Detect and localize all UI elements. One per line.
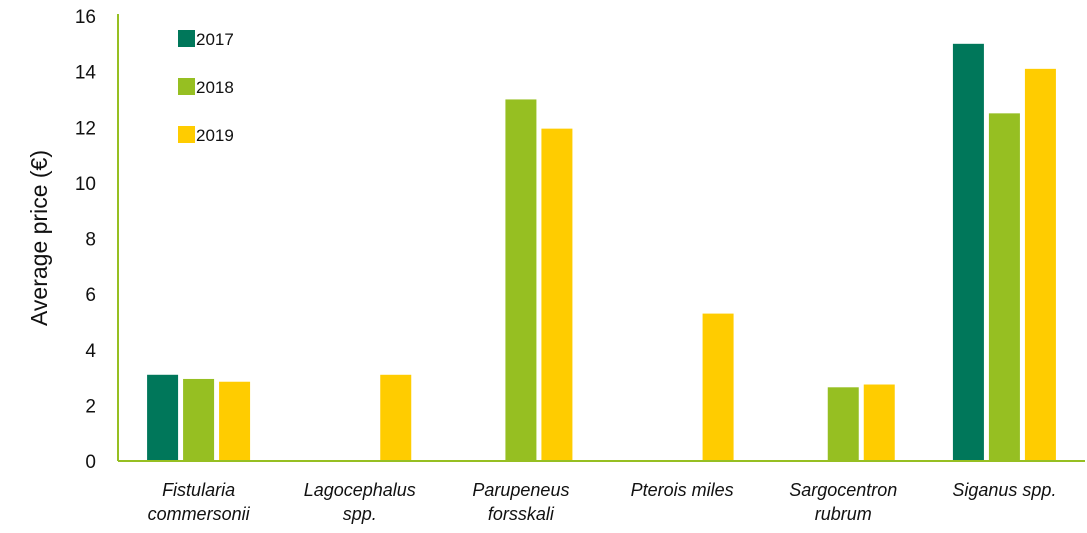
y-tick-label: 0 bbox=[85, 452, 96, 473]
y-tick-label: 8 bbox=[85, 230, 96, 251]
x-category-label: spp. bbox=[343, 504, 377, 524]
x-category-label: Sargocentron bbox=[789, 480, 897, 500]
y-tick-label: 14 bbox=[75, 63, 97, 84]
x-category-label: Fistularia bbox=[162, 480, 235, 500]
bar-2019-3 bbox=[702, 313, 734, 461]
legend-label-2019: 2019 bbox=[196, 126, 234, 145]
bar-2019-5 bbox=[1024, 68, 1056, 461]
bars-layer bbox=[147, 43, 1056, 461]
legend-label-2017: 2017 bbox=[196, 30, 234, 49]
bar-2017-0 bbox=[147, 374, 179, 461]
y-axis-title: Average price (€) bbox=[26, 150, 52, 326]
bar-2018-0 bbox=[183, 378, 215, 461]
y-tick-label: 2 bbox=[85, 396, 96, 417]
y-tick-labels: 0 2 4 6 8 10 12 14 16 bbox=[75, 7, 97, 473]
bar-2017-5 bbox=[952, 43, 984, 461]
bar-2019-2 bbox=[541, 128, 573, 461]
x-category-label: forsskali bbox=[488, 504, 555, 524]
axes-layer bbox=[117, 14, 1085, 462]
x-category-label: Pterois miles bbox=[631, 480, 734, 500]
y-tick-label: 4 bbox=[85, 341, 96, 362]
legend: 2017 2018 2019 bbox=[178, 30, 234, 145]
x-category-labels: Fistularia commersonii Lagocephalus spp. Par… bbox=[148, 480, 1057, 524]
bar-2019-1 bbox=[380, 374, 412, 461]
bar-2018-4 bbox=[827, 387, 859, 461]
bar-2019-4 bbox=[863, 384, 895, 461]
legend-swatch-2019 bbox=[178, 126, 195, 143]
x-category-label: Lagocephalus bbox=[304, 480, 416, 500]
x-category-label: Siganus spp. bbox=[952, 480, 1056, 500]
y-tick-label: 10 bbox=[75, 174, 96, 195]
legend-swatch-2017 bbox=[178, 30, 195, 47]
y-tick-label: 6 bbox=[85, 285, 96, 306]
x-category-label: rubrum bbox=[815, 504, 872, 524]
x-category-label: Parupeneus bbox=[472, 480, 569, 500]
bar-2018-2 bbox=[505, 99, 537, 461]
bar-2019-0 bbox=[219, 381, 251, 461]
y-tick-label: 16 bbox=[75, 7, 96, 28]
legend-swatch-2018 bbox=[178, 78, 195, 95]
x-category-label: commersonii bbox=[148, 504, 251, 524]
y-tick-label: 12 bbox=[75, 118, 96, 139]
bar-2018-5 bbox=[988, 113, 1020, 461]
legend-label-2018: 2018 bbox=[196, 78, 234, 97]
